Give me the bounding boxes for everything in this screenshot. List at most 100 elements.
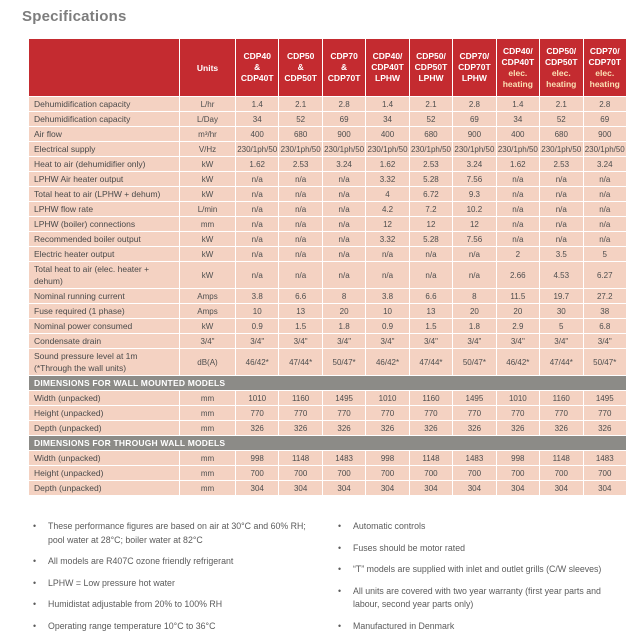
note-item: • LPHW = Low pressure hot water [30,577,327,591]
value-cell: 700 [495,465,541,481]
value-cell: 304 [408,480,454,496]
value-cell: 230/1ph/50 [365,141,410,157]
spec-table-header: Units CDP40 & CDP40T CDP50 & CDP50T CDP70 & CDP70… [28,38,627,97]
row-units: mm [179,465,236,481]
value-cell: n/a [539,216,584,232]
value-cell: 1010 [495,390,541,406]
value-cell: 900 [321,126,367,142]
row-units: Amps [179,303,236,319]
value-cell: 326 [234,420,280,436]
value-cell: 326 [582,420,627,436]
value-cell: 46/42* [495,348,541,376]
value-cell: 9.3 [452,186,497,202]
value-cell: 1160 [408,390,454,406]
notes-right-list: • Automatic controls • Fuses should be moto… [335,520,632,641]
bullet-icon: • [33,521,37,531]
value-cell: 400 [495,126,541,142]
value-cell: 400 [365,126,410,142]
row-units: kW [179,261,236,289]
bullet-icon: • [338,542,342,553]
value-cell: 700 [408,465,454,481]
value-cell: 304 [278,480,323,496]
value-cell: 1.4 [365,96,410,112]
value-cell: 2.53 [539,156,584,172]
value-cell: 6.6 [408,288,454,304]
row-units: 3/4" [179,333,236,349]
note-text: All models are R407C ozone friendly refr… [48,556,234,566]
notes-section: • These performance figures are based on … [30,520,632,641]
table-row: LPHW Air heater output kW n/a n/a n/a 3.32 5.2… [28,171,627,187]
value-cell: 326 [365,420,410,436]
value-cell: n/a [321,261,367,289]
model-column-header: CDP40/CDP40T LPHW [365,38,410,97]
value-cell: n/a [234,171,280,187]
value-cell: n/a [321,201,367,217]
row-units: kW [179,231,236,247]
value-cell: 5 [539,318,584,334]
table-row: Dehumidification capacity L/Day 34 52 69 34 52… [28,111,627,127]
row-label: Sound pressure level at 1m (*Through the … [28,348,180,376]
table-row: LPHW flow rate L/min n/a n/a n/a 4.2 7.2 10.2 n/… [28,201,627,217]
spec-table-body: Dehumidification capacity L/hr 1.4 2.1 2.8 1.… [28,96,627,496]
value-cell: 2.1 [278,96,323,112]
value-cell: 2.1 [539,96,584,112]
model-column-header: CDP40 & CDP40T [234,38,280,97]
value-cell: 770 [539,405,584,421]
value-cell: 8 [321,288,367,304]
value-cell: 998 [495,450,541,466]
value-cell: 3/4" [408,333,454,349]
value-cell: n/a [278,186,323,202]
value-cell: 304 [452,480,497,496]
value-cell: 400 [234,126,280,142]
value-cell: n/a [278,231,323,247]
model-column-header: CDP70 & CDP70T [321,38,367,97]
value-cell: 4 [365,186,410,202]
value-cell: 52 [408,111,454,127]
value-cell: 1483 [452,450,497,466]
note-text: Operating range temperature 10°C to 36°C [48,620,216,631]
value-cell: 680 [539,126,584,142]
value-cell: 304 [365,480,410,496]
value-cell: 770 [365,405,410,421]
value-cell: 10 [234,303,280,319]
value-cell: 680 [408,126,454,142]
row-label: Depth (unpacked) [28,420,180,436]
header-corner-cell [28,38,180,97]
spec-table: Units CDP40 & CDP40T CDP50 & CDP50T CDP70 & CDP70… [28,38,627,496]
value-cell: 326 [278,420,323,436]
value-cell: n/a [234,201,280,217]
value-cell: 34 [234,111,280,127]
row-units: mm [179,390,236,406]
table-row: Recommended boiler output kW n/a n/a n/a 3.32… [28,231,627,247]
note-text: “T” models are supplied with inlet and o… [353,564,602,574]
value-cell: 1.4 [234,96,280,112]
value-cell: 52 [278,111,323,127]
value-cell: n/a [365,246,410,262]
row-label: Condensate drain [28,333,180,349]
note-item: • Fuses should be motor rated [335,542,632,556]
row-label: Width (unpacked) [28,390,180,406]
row-units: kW [179,246,236,262]
value-cell: 20 [321,303,367,319]
value-cell: 3.8 [365,288,410,304]
value-cell: n/a [321,171,367,187]
bullet-icon: • [338,564,342,574]
value-cell: 230/1ph/50 [278,141,323,157]
value-cell: n/a [278,246,323,262]
header-row: Units CDP40 & CDP40T CDP50 & CDP50T CDP70 & CDP70… [28,38,627,97]
value-cell: 6.8 [582,318,627,334]
value-cell: 326 [495,420,541,436]
value-cell: 3.8 [234,288,280,304]
row-label: Width (unpacked) [28,450,180,466]
value-cell: n/a [234,186,280,202]
value-cell: n/a [234,216,280,232]
table-row: Total heat to air (LPHW + dehum) kW n/a n/a… [28,186,627,202]
table-row: Width (unpacked) mm 1010 1160 1495 1010 1160 14… [28,390,627,406]
value-cell: 27.2 [582,288,627,304]
value-cell: 12 [365,216,410,232]
value-cell: 0.9 [234,318,280,334]
value-cell: 1010 [365,390,410,406]
value-cell: 5 [582,246,627,262]
row-units: mm [179,450,236,466]
value-cell: 900 [582,126,627,142]
